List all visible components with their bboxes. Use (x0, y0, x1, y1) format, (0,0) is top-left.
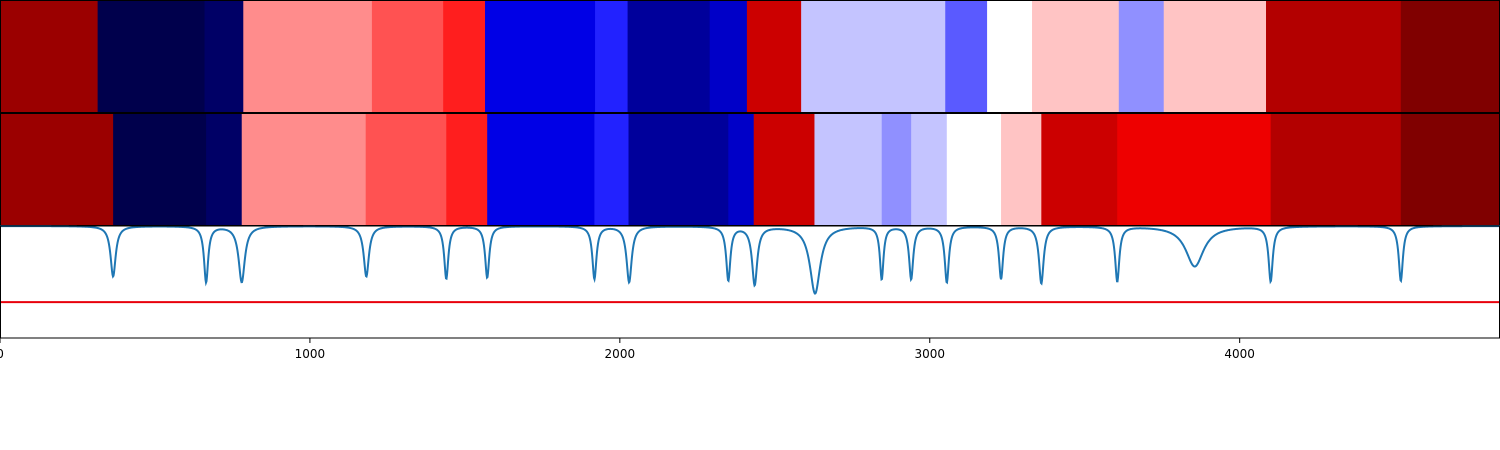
track-2-segment-0 (0, 113, 114, 225)
track-1-segment-5 (443, 0, 486, 112)
track-2-segment-17 (1117, 113, 1272, 225)
x-tick-label-2: 2000 (605, 347, 636, 361)
x-tick-label-1: 1000 (295, 347, 326, 361)
track-1-segment-0 (0, 0, 99, 112)
track-2-segment-9 (728, 113, 755, 225)
track-2-segment-1 (113, 113, 207, 225)
track-1-segment-2 (204, 0, 244, 112)
track-1-segment-12 (945, 0, 988, 112)
x-axis: 0 1000 2000 3000 4000 (0, 338, 1255, 361)
track-2-segment-15 (1001, 113, 1042, 225)
signal-line (0, 225, 1500, 295)
track-2-segment-13 (911, 113, 948, 225)
track-1-segment-17 (1266, 0, 1402, 112)
track-2-segment-14 (946, 113, 1002, 225)
track-1-segment-9 (709, 0, 748, 112)
track-1-segment-8 (627, 0, 711, 112)
heatmap-track-1 (0, 0, 1500, 112)
track-2-segment-12 (881, 113, 912, 225)
track-1-segment-4 (371, 0, 444, 112)
track-2-segment-16 (1041, 113, 1118, 225)
track-1-segment-16 (1163, 0, 1267, 112)
track-2-segment-8 (628, 113, 729, 225)
track-1-segment-10 (746, 0, 802, 112)
x-tick-label-3: 3000 (914, 347, 945, 361)
track-1-segment-3 (243, 0, 373, 112)
track-2-segment-6 (487, 113, 595, 225)
x-tick-label-4: 4000 (1224, 347, 1255, 361)
track-2-segment-19 (1400, 113, 1500, 225)
track-2-segment-3 (241, 113, 367, 225)
track-1-segment-18 (1400, 0, 1500, 112)
track-1-segment-14 (1032, 0, 1120, 112)
track-2-segment-4 (365, 113, 447, 225)
track-1-segment-11 (801, 0, 946, 112)
track-1-segment-13 (987, 0, 1033, 112)
signal-panel (0, 225, 1500, 304)
heatmap-track-2 (0, 113, 1500, 225)
track-1-segment-7 (595, 0, 629, 112)
track-1-segment-15 (1118, 0, 1165, 112)
track-2-segment-11 (814, 113, 883, 225)
track-2-segment-18 (1270, 113, 1402, 225)
track-2-segment-10 (753, 113, 815, 225)
track-2-segment-7 (594, 113, 630, 225)
x-tick-label-0: 0 (0, 347, 4, 361)
track-2-segment-2 (206, 113, 243, 225)
track-1-segment-6 (485, 0, 596, 112)
track-1-segment-1 (97, 0, 206, 112)
track-2-segment-5 (446, 113, 488, 225)
